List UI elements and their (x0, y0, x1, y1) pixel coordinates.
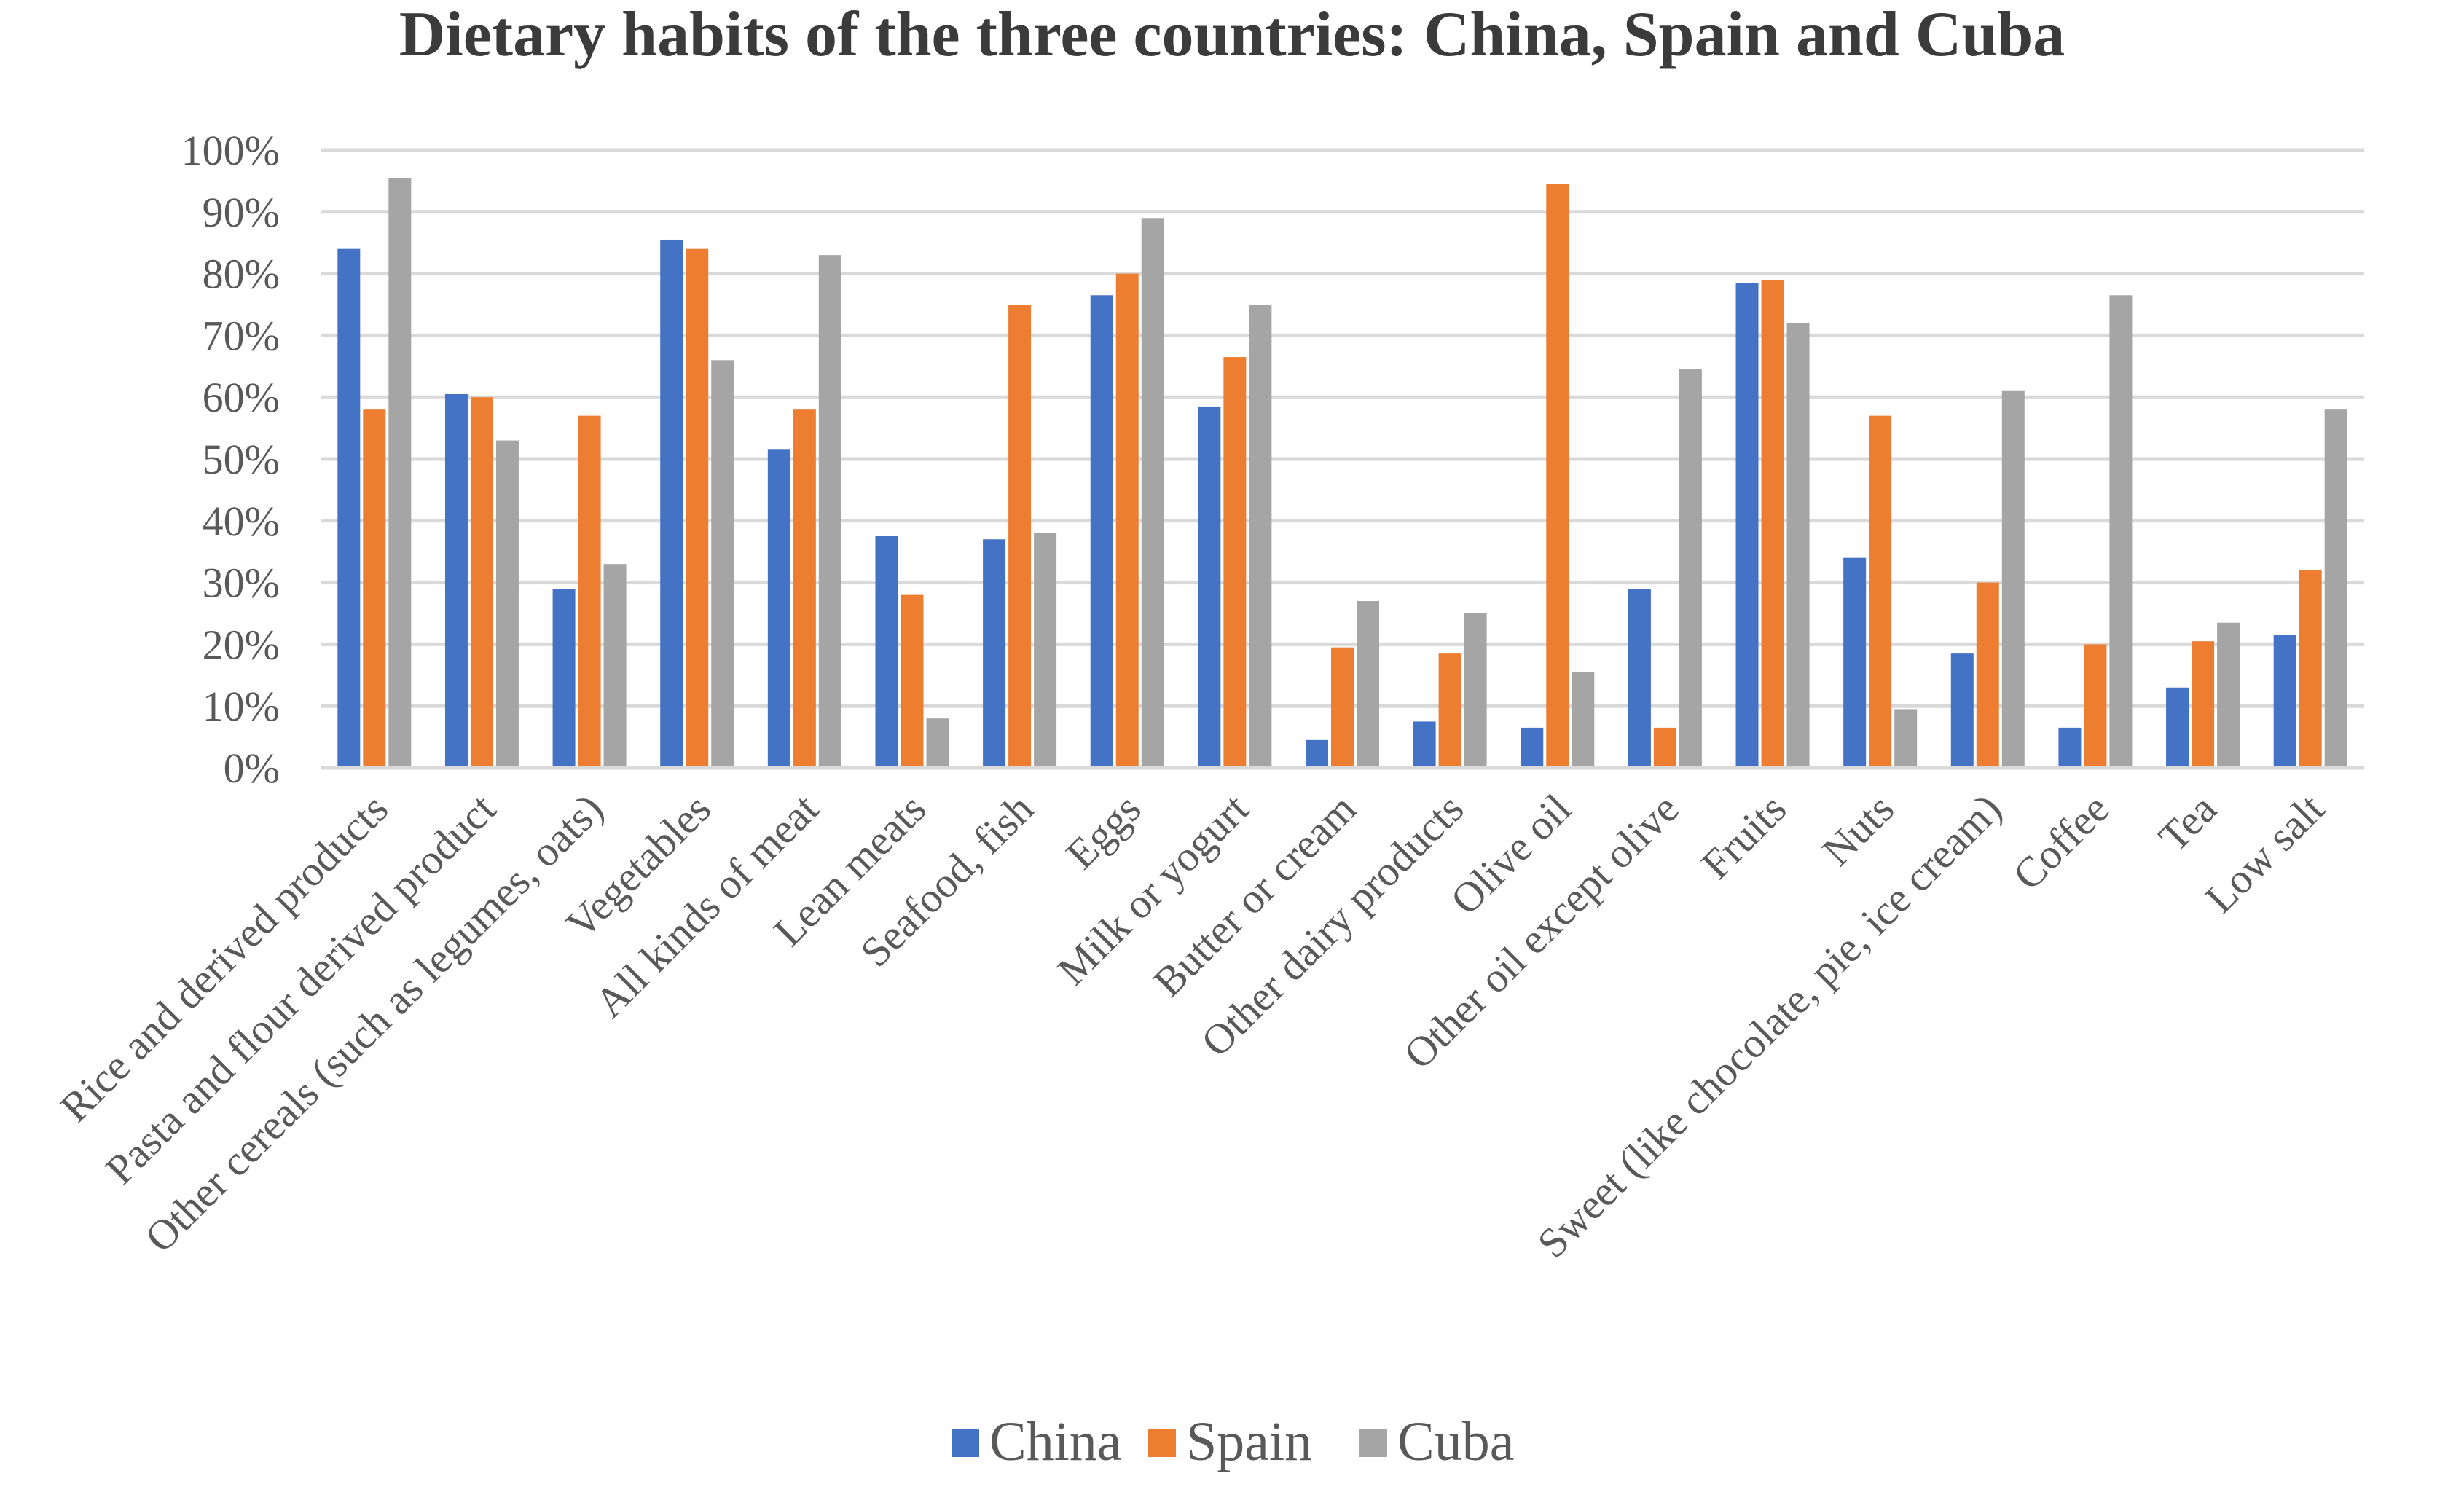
legend-swatch (1359, 1429, 1387, 1457)
bar-spain (2084, 644, 2107, 768)
bar-china (1413, 721, 1436, 768)
series-cuba (388, 178, 2347, 768)
legend-item-cuba: Cuba (1359, 1411, 1514, 1472)
bar-cuba (1357, 601, 1379, 768)
y-tick-label: 10% (203, 683, 280, 730)
gridlines (321, 148, 2364, 708)
legend-label: Cuba (1397, 1411, 1514, 1472)
x-category-label: Nuts (1813, 785, 1902, 874)
bar-cuba (818, 255, 841, 768)
series-spain (363, 184, 2322, 769)
bar-cuba (603, 564, 627, 768)
bar-spain (363, 409, 386, 768)
bar-cuba (1679, 369, 1702, 768)
bar-spain (1223, 357, 1247, 769)
bar-cuba (495, 440, 519, 768)
x-category-label: Fruits (1692, 785, 1796, 888)
bar-cuba (2217, 622, 2240, 768)
bar-china (2166, 687, 2189, 768)
bar-cuba (388, 178, 412, 768)
bar-china (1198, 406, 1221, 768)
bar-spain (1008, 305, 1032, 768)
bar-cuba (2001, 390, 2025, 768)
bar-china (2058, 727, 2082, 768)
bar-cuba (926, 718, 949, 768)
chart-title: Dietary habits of the three countries: C… (399, 0, 2065, 70)
legend-item-spain: Spain (1148, 1411, 1312, 1472)
legend-item-china: China (952, 1411, 1122, 1472)
bars (337, 178, 2347, 769)
bar-cuba (2324, 409, 2347, 768)
bar-spain (1976, 582, 1999, 768)
y-tick-label: 20% (203, 621, 280, 668)
bar-spain (1438, 653, 1461, 768)
bar-cuba (1786, 323, 1810, 768)
y-tick-label: 100% (181, 127, 280, 174)
bar-china (1521, 727, 1544, 768)
bar-china (444, 393, 468, 768)
bar-china (337, 248, 361, 768)
y-tick-label: 60% (203, 374, 280, 421)
bar-china (875, 536, 898, 768)
y-tick-label: 80% (203, 251, 280, 298)
bar-spain (793, 409, 816, 768)
bar-spain (2299, 570, 2322, 768)
bar-china (660, 239, 683, 769)
bar-china (983, 539, 1006, 768)
bar-china (1735, 283, 1759, 768)
bar-cuba (2109, 295, 2133, 768)
bar-china (1090, 295, 1113, 768)
legend: China Spain Cuba (952, 1411, 1514, 1472)
bar-cuba (1894, 709, 1918, 768)
y-tick-label: 30% (203, 560, 280, 607)
bar-spain (578, 415, 601, 768)
y-tick-label: 40% (203, 498, 280, 545)
bar-cuba (1141, 218, 1164, 768)
bar-spain (2192, 641, 2215, 768)
x-category-label: Tea (2149, 785, 2226, 861)
legend-label: China (989, 1411, 1122, 1472)
x-category-label: Pasta and flour derived product (96, 785, 505, 1193)
bar-china (1950, 653, 1974, 768)
y-axis-tick-labels: 0% 10% 20% 30% 40% 50% 60% 70% 80% 90% 100% (181, 127, 280, 792)
bar-cuba (1034, 533, 1057, 768)
y-tick-label: 70% (203, 312, 280, 359)
legend-label: Spain (1186, 1411, 1312, 1472)
bar-spain (1331, 647, 1354, 768)
bar-spain (1115, 273, 1139, 769)
bar-spain (470, 397, 493, 768)
bar-china (552, 589, 576, 768)
x-category-label: Other cereals (such as legumes, oats) (136, 785, 612, 1261)
bar-cuba (1464, 613, 1487, 768)
bar-cuba (1249, 305, 1272, 768)
bar-china (767, 449, 790, 768)
series-china (337, 239, 2296, 769)
x-category-label: Low salt (2196, 785, 2333, 922)
bar-china (2273, 635, 2296, 768)
bar-spain (686, 248, 709, 768)
y-tick-label: 90% (203, 189, 280, 236)
bar-china (1843, 557, 1867, 768)
legend-swatch (952, 1429, 979, 1457)
bar-cuba (711, 360, 734, 768)
y-tick-label: 50% (203, 436, 280, 483)
y-tick-label: 0% (224, 745, 280, 792)
bar-cuba (1572, 672, 1595, 768)
bar-spain (1653, 727, 1676, 768)
bar-spain (1761, 280, 1784, 769)
x-category-label: Coffee (2004, 785, 2118, 899)
bar-spain (1546, 184, 1569, 768)
legend-swatch (1148, 1429, 1176, 1457)
bar-spain (1869, 415, 1892, 768)
bar-china (1306, 739, 1328, 768)
bar-china (1628, 589, 1651, 768)
bar-spain (901, 594, 924, 768)
x-category-label: Eggs (1056, 785, 1150, 878)
